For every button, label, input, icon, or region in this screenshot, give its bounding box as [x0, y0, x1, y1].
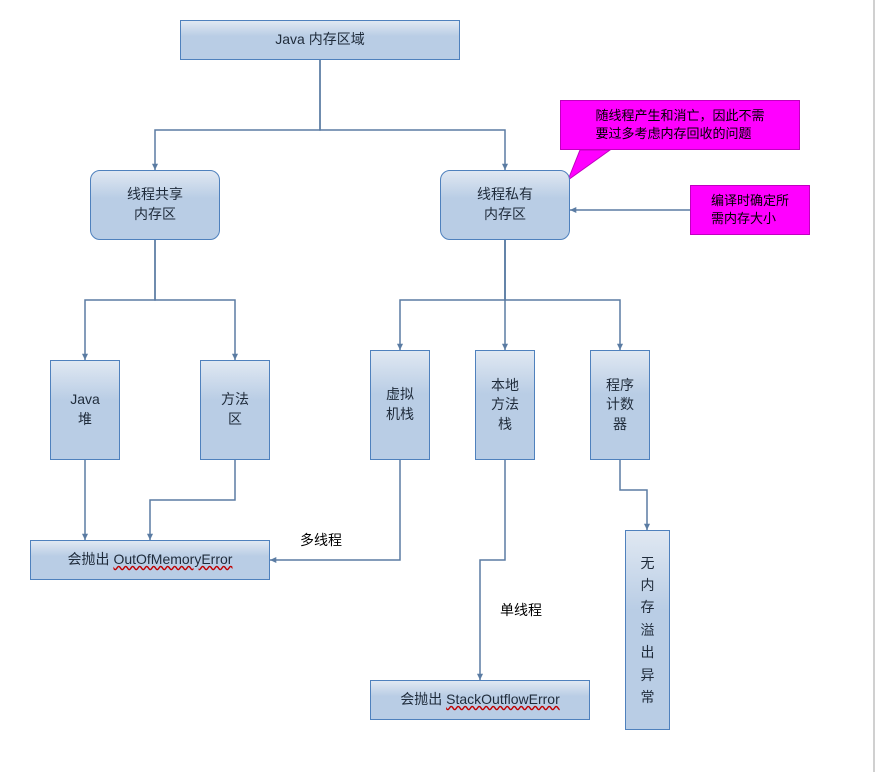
node-pc-line1: 程序	[606, 376, 634, 396]
label-singlethread: 单线程	[500, 600, 542, 620]
node-program-counter: 程序 计数 器	[590, 350, 650, 460]
node-out-of-memory-error: 会抛出 OutOfMemoryError	[30, 540, 270, 580]
callout-thread-lifecycle: 随线程产生和消亡，因此不需 要过多考虑内存回收的问题	[560, 100, 800, 150]
callout-compile-time-size: 编译时确定所 需内存大小	[690, 185, 810, 235]
callout1-line1: 随线程产生和消亡，因此不需	[595, 107, 764, 125]
node-method-line1: 方法	[221, 390, 249, 410]
soe-prefix: 会抛出	[400, 691, 446, 707]
callout1-line2: 要过多考虑内存回收的问题	[595, 125, 764, 143]
oom-prefix: 会抛出	[68, 551, 114, 567]
node-private-memory: 线程私有 内存区	[440, 170, 570, 240]
node-shared-line2: 内存区	[127, 205, 183, 225]
callout2-line1: 编译时确定所	[711, 192, 789, 210]
node-root: Java 内存区域	[180, 20, 460, 60]
node-shared-line1: 线程共享	[127, 185, 183, 205]
node-private-line2: 内存区	[477, 205, 533, 225]
node-vm-stack: 虚拟 机栈	[370, 350, 430, 460]
node-vmstack-line1: 虚拟	[386, 385, 414, 405]
node-vmstack-line2: 机栈	[386, 405, 414, 425]
node-native-line2: 方法	[491, 395, 519, 415]
node-private-line1: 线程私有	[477, 185, 533, 205]
node-shared-memory: 线程共享 内存区	[90, 170, 220, 240]
label-multithread: 多线程	[300, 530, 342, 550]
node-pc-line3: 器	[606, 415, 634, 435]
node-method-area: 方法 区	[200, 360, 270, 460]
node-java-heap: Java 堆	[50, 360, 120, 460]
node-stack-overflow-error: 会抛出 StackOutflowError	[370, 680, 590, 720]
node-root-label: Java 内存区域	[275, 30, 364, 50]
node-pc-line2: 计数	[606, 395, 634, 415]
right-page-rule	[873, 0, 875, 772]
node-no-memory-overflow: 无内存溢出异常	[625, 530, 670, 730]
node-native-line3: 栈	[491, 415, 519, 435]
node-heap-line1: Java	[70, 390, 100, 410]
nomem-chars: 无内存溢出异常	[641, 552, 655, 709]
node-heap-line2: 堆	[70, 410, 100, 430]
node-method-line2: 区	[221, 410, 249, 430]
oom-error-name: OutOfMemoryError	[113, 551, 232, 567]
node-native-line1: 本地	[491, 376, 519, 396]
node-native-stack: 本地 方法 栈	[475, 350, 535, 460]
soe-error-name: StackOutflowError	[446, 691, 560, 707]
callout2-line2: 需内存大小	[711, 210, 789, 228]
